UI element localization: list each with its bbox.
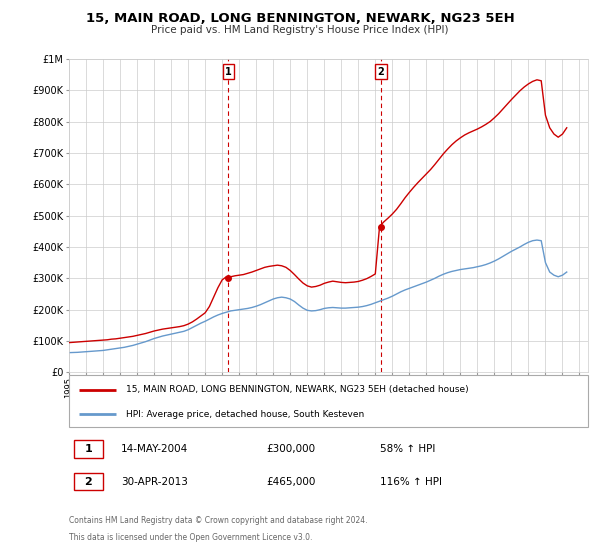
Text: 58% ↑ HPI: 58% ↑ HPI (380, 444, 436, 454)
Text: HPI: Average price, detached house, South Kesteven: HPI: Average price, detached house, Sout… (126, 410, 364, 419)
Text: 1: 1 (85, 444, 92, 454)
FancyBboxPatch shape (69, 375, 588, 427)
Text: 15, MAIN ROAD, LONG BENNINGTON, NEWARK, NG23 5EH (detached house): 15, MAIN ROAD, LONG BENNINGTON, NEWARK, … (126, 385, 469, 394)
Text: 116% ↑ HPI: 116% ↑ HPI (380, 477, 442, 487)
Text: 14-MAY-2004: 14-MAY-2004 (121, 444, 188, 454)
Text: 15, MAIN ROAD, LONG BENNINGTON, NEWARK, NG23 5EH: 15, MAIN ROAD, LONG BENNINGTON, NEWARK, … (86, 12, 514, 25)
Text: £300,000: £300,000 (266, 444, 316, 454)
FancyBboxPatch shape (74, 440, 103, 458)
Text: 2: 2 (85, 477, 92, 487)
Text: 30-APR-2013: 30-APR-2013 (121, 477, 188, 487)
Text: Contains HM Land Registry data © Crown copyright and database right 2024.: Contains HM Land Registry data © Crown c… (69, 516, 367, 525)
Text: 1: 1 (225, 67, 232, 77)
Text: £465,000: £465,000 (266, 477, 316, 487)
Text: 2: 2 (377, 67, 384, 77)
Text: Price paid vs. HM Land Registry's House Price Index (HPI): Price paid vs. HM Land Registry's House … (151, 25, 449, 35)
Text: This data is licensed under the Open Government Licence v3.0.: This data is licensed under the Open Gov… (69, 533, 313, 542)
FancyBboxPatch shape (74, 473, 103, 491)
